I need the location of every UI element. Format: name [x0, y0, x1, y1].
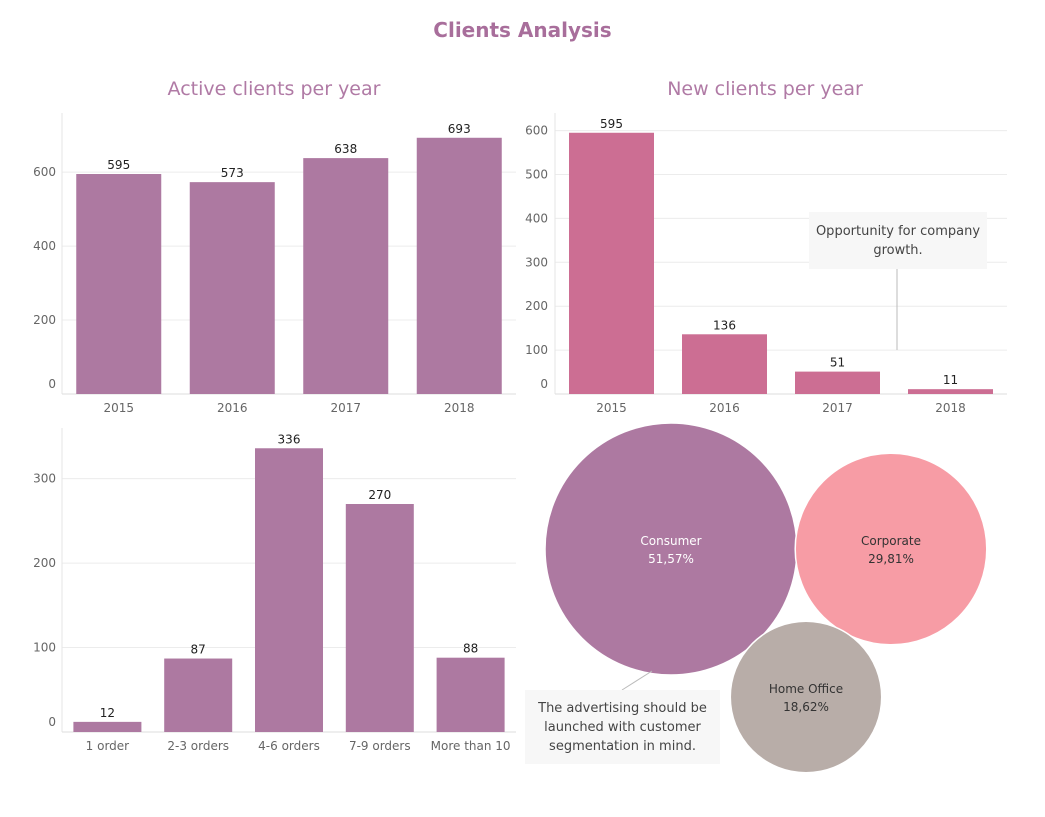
y-tick-label: 400	[525, 211, 548, 225]
x-tick-label: 7-9 orders	[349, 739, 411, 753]
y-tick-label: 500	[525, 167, 548, 181]
bar[interactable]	[569, 132, 654, 394]
bar[interactable]	[255, 448, 323, 732]
y-tick-label: 300	[525, 255, 548, 269]
y-tick-label: 400	[33, 239, 56, 253]
bar[interactable]	[795, 371, 880, 394]
x-tick-label: 2018	[444, 401, 475, 415]
data-label: 11	[943, 373, 958, 387]
x-tick-label: 2015	[596, 401, 627, 415]
x-tick-label: 2017	[330, 401, 361, 415]
data-label: 12	[100, 706, 115, 720]
data-label: 51	[830, 356, 845, 370]
bubble-value-label: 29,81%	[868, 552, 914, 566]
y-tick-label: 200	[33, 556, 56, 570]
advertising-annotation-connector	[621, 670, 653, 691]
new-clients-chart-title: New clients per year	[667, 78, 863, 100]
bar[interactable]	[682, 334, 767, 394]
advertising-annotation: The advertising should be launched with …	[525, 690, 720, 764]
y-tick-label: 200	[525, 299, 548, 313]
y-tick-label: 300	[33, 472, 56, 486]
active-clients-chart-title: Active clients per year	[167, 78, 381, 100]
x-tick-label: 2018	[935, 401, 966, 415]
dashboard-title: Clients Analysis	[433, 18, 612, 42]
data-label: 638	[334, 142, 357, 156]
x-tick-label: 4-6 orders	[258, 739, 320, 753]
x-tick-label: 2016	[709, 401, 740, 415]
bubble[interactable]	[794, 452, 988, 646]
x-tick-label: 1 order	[86, 739, 130, 753]
data-label: 573	[221, 166, 244, 180]
bar[interactable]	[416, 137, 502, 394]
x-tick-label: More than 10	[431, 739, 511, 753]
data-label: 87	[191, 643, 206, 657]
y-tick-label: 100	[33, 641, 56, 655]
y-tick-label: 600	[525, 124, 548, 138]
data-label: 693	[448, 122, 471, 136]
new-bar-chart: 0 100 200 300 400 500 600 595 2015 136 2016 51 2017 1…	[525, 113, 1007, 415]
growth-annotation: Opportunity for company growth.	[809, 212, 987, 269]
data-label: 595	[600, 117, 623, 131]
bar[interactable]	[73, 721, 142, 732]
bar[interactable]	[164, 658, 233, 732]
y-tick-label: 0	[540, 377, 548, 391]
data-label: 136	[713, 318, 736, 332]
bar[interactable]	[76, 174, 162, 394]
bar[interactable]	[436, 657, 505, 732]
x-tick-label: 2016	[217, 401, 248, 415]
data-label: 336	[278, 432, 301, 446]
y-tick-label: 0	[48, 715, 56, 729]
bubble-value-label: 18,62%	[783, 700, 829, 714]
y-tick-label: 200	[33, 313, 56, 327]
y-tick-label: 100	[525, 343, 548, 357]
x-tick-label: 2015	[103, 401, 134, 415]
bubble-name-label: Corporate	[861, 534, 921, 548]
bar[interactable]	[908, 389, 993, 394]
data-label: 595	[107, 158, 130, 172]
bubble-name-label: Consumer	[640, 534, 701, 548]
bar[interactable]	[303, 158, 389, 394]
active-bar-chart: 0 200 400 600 595 2015 573 2016 638 2017 693 2018	[33, 113, 516, 415]
bar[interactable]	[189, 182, 275, 394]
segments-bubble-chart: Consumer 51,57% Corporate 29,81% Home Office…	[544, 422, 988, 774]
bubble-name-label: Home Office	[769, 682, 843, 696]
data-label: 88	[463, 642, 478, 656]
bubble[interactable]	[729, 620, 883, 774]
bubble-value-label: 51,57%	[648, 552, 694, 566]
y-tick-label: 0	[48, 377, 56, 391]
x-tick-label: 2-3 orders	[167, 739, 229, 753]
orders-bar-chart: 0 100 200 300 12 1 order 87 2-3 orders 336 4-6 or…	[33, 428, 516, 753]
data-label: 270	[368, 488, 391, 502]
y-tick-label: 600	[33, 165, 56, 179]
bar[interactable]	[345, 504, 414, 732]
x-tick-label: 2017	[822, 401, 853, 415]
